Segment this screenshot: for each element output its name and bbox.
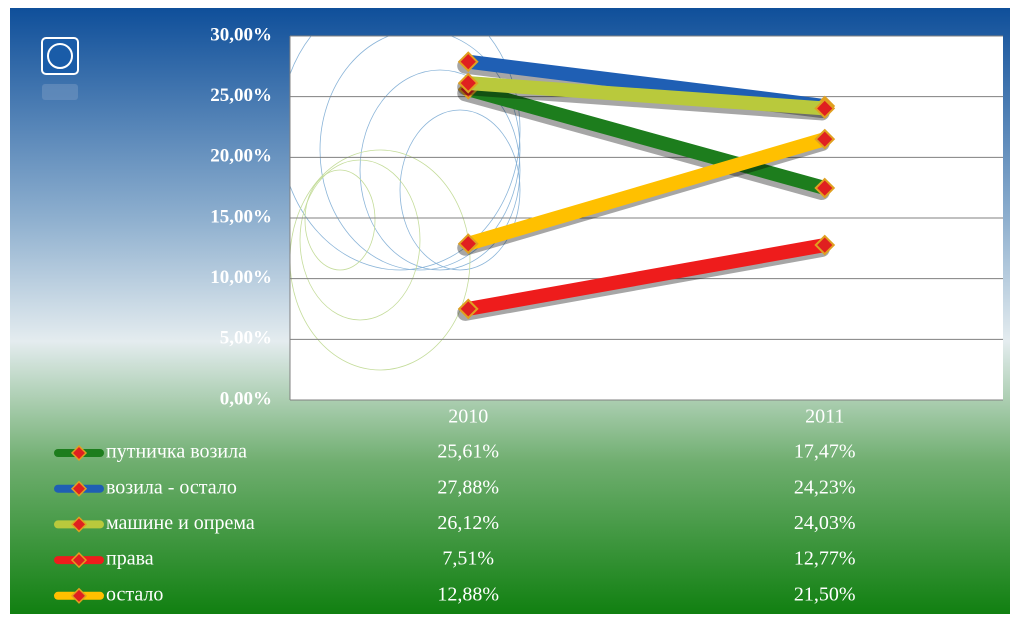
table-value: 12,88% [437,583,499,605]
legend-label: права [106,548,154,570]
legend-label: путничка возила [106,441,247,463]
logo [42,38,78,100]
legend-label: остало [106,583,163,605]
table-value: 17,47% [794,441,856,463]
chart: 0,00% 5,00% 10,00% 15,00% 20,00% 25,00% 30,00%… [0,0,1018,621]
table-value: 21,50% [794,583,856,605]
table-value: 26,12% [437,512,499,534]
table-value: 27,88% [437,476,499,498]
table-value: 7,51% [442,548,494,570]
table-value: 24,03% [794,512,856,534]
y-tick-label: 25,00% [210,85,272,106]
table-value: 12,77% [794,548,856,570]
y-tick-label: 30,00% [210,24,272,45]
table-value: 25,61% [437,441,499,463]
x-tick-label: 2011 [805,406,844,428]
y-tick-label: 10,00% [210,267,272,288]
x-tick-label: 2010 [448,406,488,428]
y-tick-label: 20,00% [210,146,272,167]
y-tick-label: 5,00% [220,328,272,349]
legend-label: возила - остало [106,476,237,498]
y-tick-label: 15,00% [210,206,272,227]
legend-label: машине и опрема [106,512,255,534]
table-value: 24,23% [794,476,856,498]
y-tick-label: 0,00% [220,388,272,409]
